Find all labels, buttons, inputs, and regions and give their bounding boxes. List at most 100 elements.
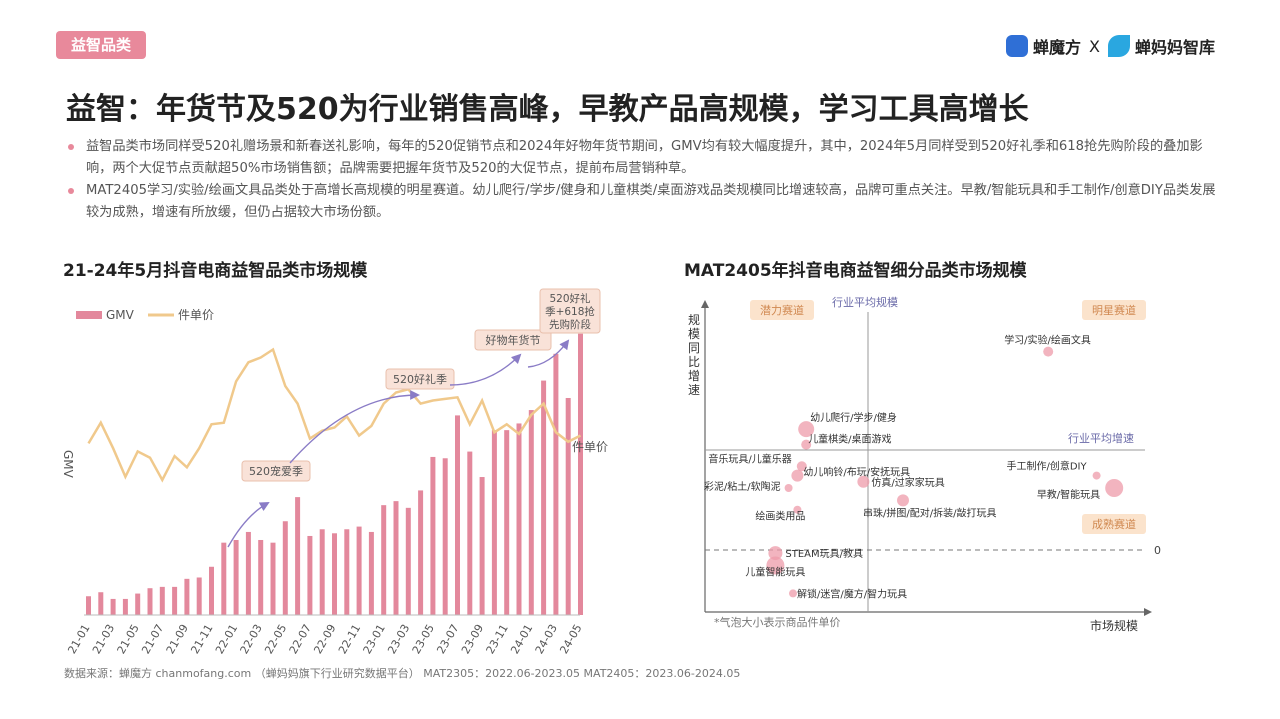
gmv-bar <box>504 430 510 615</box>
avg-size-label: 行业平均规模 <box>832 295 898 309</box>
x-tick-label: 23-11 <box>484 622 511 656</box>
x-tick-label: 24-05 <box>557 622 584 656</box>
gmv-bar <box>270 542 276 615</box>
gmv-bar <box>381 505 387 615</box>
brand-logos: 蝉魔方 X 蝉妈妈智库 <box>1006 34 1215 58</box>
segment-label: 绘画类用品 <box>755 510 805 523</box>
segment-bubble <box>784 484 793 492</box>
gmv-bars <box>86 333 583 615</box>
gmv-bar <box>455 415 460 615</box>
annotation-label-line1: 520好礼 <box>549 292 591 305</box>
segment-label: 串珠/拼图/配对/拆装/敲打玩具 <box>863 506 996 519</box>
page-title: 益智：年货节及520为行业销售高峰，早教产品高规模，学习工具高增长 <box>66 92 1029 127</box>
x-tick-label: 22-05 <box>262 622 289 656</box>
segment-bubble <box>791 469 804 482</box>
gmv-bar <box>442 458 448 615</box>
segment-label: 彩泥/粘土/软陶泥 <box>704 480 781 493</box>
segment-label: 手工制作/创意DIY <box>1006 460 1087 473</box>
gmv-bar <box>209 566 214 615</box>
gmv-bar <box>491 430 497 615</box>
svg-text:模: 模 <box>688 327 700 341</box>
segment-bubble <box>789 589 797 598</box>
x-tick-label: 21-07 <box>139 622 166 656</box>
gmv-bar <box>295 497 301 615</box>
annotation-label-line3: 先购阶段 <box>549 318 591 331</box>
right-axis-label-text: 件单价 <box>572 440 608 454</box>
x-tick-label: 22-11 <box>336 622 363 656</box>
quadrant-label: 明星赛道 <box>1092 303 1136 317</box>
zero-label: 0 <box>1154 544 1161 557</box>
x-tick-label: 22-09 <box>311 622 338 656</box>
svg-text:同: 同 <box>688 341 700 355</box>
gmv-bar <box>135 593 141 615</box>
x-tick-label: 21-03 <box>90 622 117 656</box>
quadrant-label: 成熟赛道 <box>1092 517 1136 531</box>
summary-bullet: 益智品类市场同样受520礼赠场景和新春送礼影响，每年的520促销节点和2024年… <box>66 136 1226 180</box>
category-tag: 益智品类 <box>56 31 146 59</box>
x-tick-label: 23-01 <box>361 622 388 656</box>
gmv-price-chart: GMV 件单价 GMV 21-0121-0321-0521-0721-0921-… <box>61 288 608 656</box>
segment-bubbles: 学习/实验/绘画文具幼儿爬行/学步/健身儿童棋类/桌面游戏音乐玩具/儿童乐器幼儿… <box>704 334 1124 600</box>
price-line <box>87 347 582 483</box>
annotation-label: 520好礼季 <box>393 372 447 386</box>
legend-label-price: 件单价 <box>178 308 214 322</box>
x-tick-label: 22-01 <box>213 622 240 656</box>
y-axis-title: 规 模 同 比 增 速 <box>688 312 700 397</box>
gmv-bar <box>307 535 313 615</box>
quadrant-star: 明星赛道 <box>1082 300 1146 320</box>
gmv-bar <box>516 423 522 615</box>
gmv-bar <box>528 410 534 615</box>
gmv-bar <box>233 539 239 615</box>
gmv-bar <box>110 598 116 615</box>
segment-label: 儿童智能玩具 <box>745 566 805 579</box>
annotation-520-2023: 520好礼季 <box>289 368 455 464</box>
segment-bubble <box>796 461 807 472</box>
x-axis-title: 市场规模 <box>1090 618 1138 633</box>
logo-right-text: 蝉妈妈智库 <box>1134 38 1215 57</box>
gmv-bar <box>418 490 424 615</box>
segment-label: 仿真/过家家玩具 <box>871 476 944 489</box>
x-tick-label: 22-07 <box>287 622 314 656</box>
x-tick-labels: 21-0121-0321-0521-0721-0921-1122-0122-03… <box>65 622 584 656</box>
gmv-bar <box>565 397 571 615</box>
svg-text:增: 增 <box>688 369 700 383</box>
gmv-bar <box>196 577 202 615</box>
segment-label: 解锁/迷宫/魔方/智力玩具 <box>797 587 907 600</box>
y-axis-arrow-icon <box>701 300 709 308</box>
right-axis-label: 件单价 <box>572 440 608 454</box>
logo-left-text: 蝉魔方 <box>1033 38 1082 57</box>
gmv-bar <box>98 592 104 615</box>
gmv-bar <box>184 578 190 615</box>
annotation-label: 520宠爱季 <box>249 464 303 478</box>
gmv-bar <box>356 526 362 615</box>
gmv-bar <box>553 353 559 615</box>
x-tick-label: 23-03 <box>385 622 412 656</box>
chart-legend: GMV 件单价 <box>76 308 214 322</box>
segment-bubble <box>1105 479 1124 497</box>
gmv-bar <box>122 598 128 615</box>
avg-growth-label: 行业平均增速 <box>1068 431 1134 445</box>
x-axis-arrow-icon <box>1144 608 1152 616</box>
segment-label: 音乐玩具/儿童乐器 <box>708 452 791 465</box>
gmv-bar <box>159 586 165 615</box>
annotation-520-618-2024: 520好礼 季+618抢 先购阶段 <box>527 288 601 368</box>
gmv-bar <box>541 380 547 615</box>
annotation-520-2022: 520宠爱季 <box>227 460 311 548</box>
segment-bubble <box>1043 346 1054 357</box>
gmv-bar <box>479 477 485 615</box>
quadrant-mature: 成熟赛道 <box>1082 514 1146 534</box>
segment-label: 幼儿爬行/学步/健身 <box>810 411 897 424</box>
gmv-bar <box>319 529 325 615</box>
gmv-bar <box>147 588 153 615</box>
segment-bubble <box>793 505 802 514</box>
x-tick-label: 21-05 <box>115 622 142 656</box>
segment-bubble <box>768 546 783 561</box>
segment-bubble <box>857 475 870 488</box>
segment-bubble <box>1092 471 1101 480</box>
segment-label: 学习/实验/绘画文具 <box>1004 334 1091 347</box>
x-tick-label: 21-09 <box>164 622 191 656</box>
annotation-label-line2: 季+618抢 <box>545 305 595 318</box>
segment-bubble <box>897 494 909 507</box>
gmv-bar <box>344 529 350 615</box>
segment-label: 儿童棋类/桌面游戏 <box>808 433 891 446</box>
